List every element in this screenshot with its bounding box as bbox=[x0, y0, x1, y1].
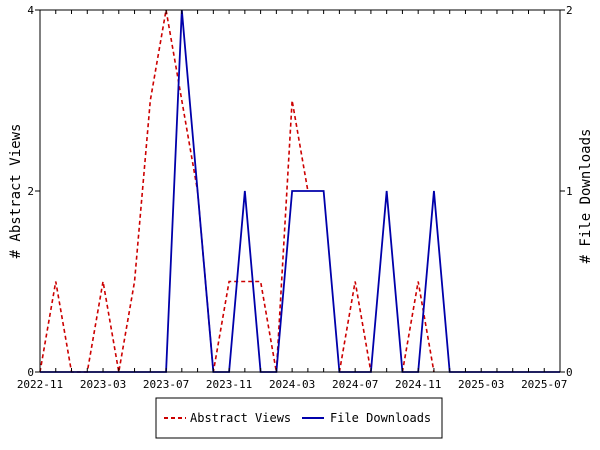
y-left-tick-label: 0 bbox=[27, 366, 34, 379]
x-tick-label: 2025-07 bbox=[521, 378, 567, 391]
y-left-tick-label: 4 bbox=[27, 4, 34, 17]
x-tick-label: 2023-07 bbox=[143, 378, 189, 391]
legend-label-file-downloads: File Downloads bbox=[330, 411, 431, 425]
y-right-tick-label: 0 bbox=[566, 366, 573, 379]
series-line-file-downloads bbox=[40, 9, 560, 373]
x-tick-label: 2023-03 bbox=[80, 378, 126, 391]
y-axes: 0 2 4 0 1 2 bbox=[27, 4, 572, 379]
x-tick-label: 2022-11 bbox=[17, 378, 63, 391]
y-axis-right-title: # File Downloads bbox=[578, 129, 594, 264]
x-tick-label: 2024-11 bbox=[395, 378, 441, 391]
x-tick-label: 2024-07 bbox=[332, 378, 378, 391]
y-axis-left-title: # Abstract Views bbox=[8, 124, 24, 259]
legend-label-abstract-views: Abstract Views bbox=[190, 411, 291, 425]
x-tick-label: 2023-11 bbox=[206, 378, 252, 391]
x-axis: 2022-11 2023-03 2023-07 2023-11 2024-03 2024-… bbox=[17, 10, 567, 391]
y-left-tick-label: 2 bbox=[27, 185, 34, 198]
y-right-tick-label: 2 bbox=[566, 4, 573, 17]
x-tick-label: 2025-03 bbox=[458, 378, 504, 391]
legend: Abstract Views File Downloads bbox=[155, 397, 443, 439]
x-tick-label: 2024-03 bbox=[269, 378, 315, 391]
legend-box bbox=[155, 397, 443, 439]
series-line-abstract-views bbox=[338, 281, 372, 373]
y-right-tick-label: 1 bbox=[566, 185, 573, 198]
series-line-abstract-views bbox=[401, 281, 435, 373]
chart-marks bbox=[39, 9, 560, 373]
